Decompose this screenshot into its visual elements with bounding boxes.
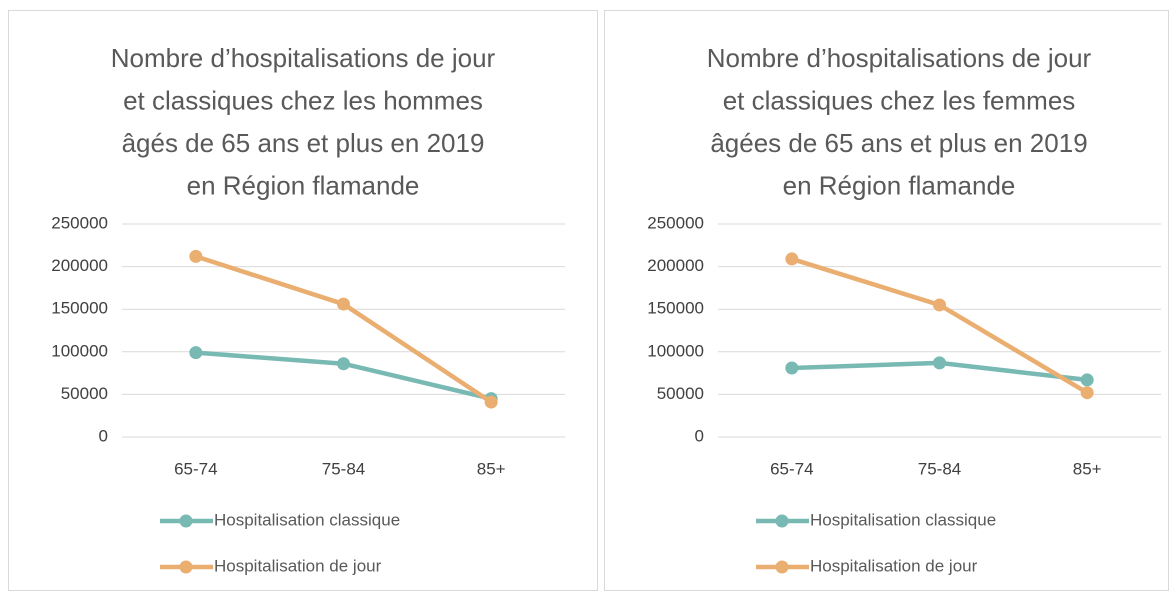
data-point xyxy=(1080,373,1094,387)
y-tick-label: 50000 xyxy=(61,384,108,403)
y-tick-label: 200000 xyxy=(51,256,108,275)
data-point xyxy=(933,298,946,312)
y-tick-label: 0 xyxy=(695,426,704,445)
x-tick-label: 65-74 xyxy=(174,459,217,478)
data-point xyxy=(337,297,350,311)
y-tick-label: 100000 xyxy=(647,341,704,360)
y-tick-label: 250000 xyxy=(51,213,108,232)
chart-title: en Région flamande xyxy=(783,170,1016,200)
y-tick-label: 50000 xyxy=(657,384,704,403)
x-tick-label: 75-84 xyxy=(918,459,961,478)
y-tick-label: 150000 xyxy=(647,299,704,318)
chart-title: âgées de 65 ans et plus en 2019 xyxy=(710,128,1087,158)
legend-marker xyxy=(179,514,193,528)
y-tick-label: 0 xyxy=(99,426,108,445)
legend-marker xyxy=(775,560,789,574)
x-tick-label: 85+ xyxy=(1073,459,1102,478)
x-tick-label: 65-74 xyxy=(770,459,813,478)
chart-title: et classiques chez les femmes xyxy=(723,85,1076,115)
data-point xyxy=(785,252,799,266)
data-point xyxy=(189,249,203,263)
legend-label: Hospitalisation de jour xyxy=(810,556,978,575)
legend-marker xyxy=(775,514,789,528)
x-tick-label: 75-84 xyxy=(322,459,365,478)
legend-marker xyxy=(179,560,193,574)
y-tick-label: 200000 xyxy=(647,256,704,275)
data-point xyxy=(337,357,350,371)
x-tick-label: 85+ xyxy=(477,459,506,478)
chart-panel xyxy=(8,10,598,591)
legend-label: Hospitalisation classique xyxy=(810,510,996,529)
chart-title: en Région flamande xyxy=(187,170,420,200)
y-tick-label: 150000 xyxy=(51,299,108,318)
data-point xyxy=(933,356,946,370)
data-point xyxy=(785,361,799,375)
chart-title: Nombre d’hospitalisations de jour xyxy=(707,43,1092,73)
data-point xyxy=(484,395,498,409)
legend-label: Hospitalisation de jour xyxy=(214,556,382,575)
chart-title: et classiques chez les hommes xyxy=(123,85,483,115)
legend-label: Hospitalisation classique xyxy=(214,510,400,529)
chart-panel xyxy=(604,10,1169,591)
chart-title: Nombre d’hospitalisations de jour xyxy=(111,43,496,73)
data-point xyxy=(1080,386,1094,400)
y-tick-label: 250000 xyxy=(647,213,704,232)
data-point xyxy=(189,346,203,360)
chart-title: âgés de 65 ans et plus en 2019 xyxy=(122,128,485,158)
y-tick-label: 100000 xyxy=(51,341,108,360)
